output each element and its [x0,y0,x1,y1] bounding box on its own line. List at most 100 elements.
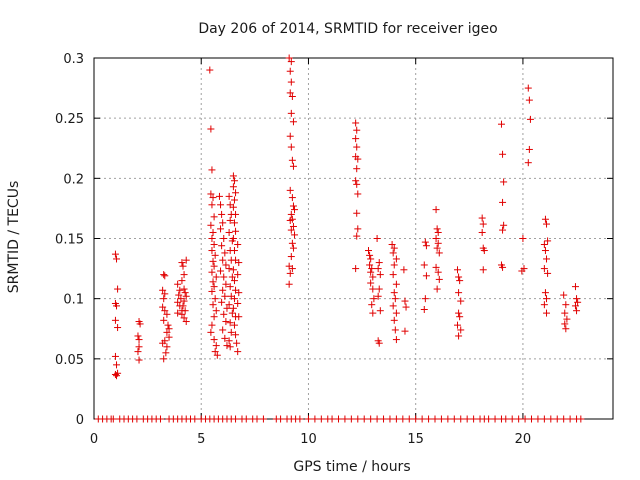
data-point [232,415,240,423]
data-point [229,183,237,191]
data-point [235,259,243,267]
y-tick-label: 0 [76,413,84,428]
y-tick-label: 0.2 [63,172,84,187]
x-tick-label: 10 [300,432,317,447]
data-point [374,292,382,300]
data-point [392,415,400,423]
data-point [499,263,507,271]
data-point [499,198,507,206]
y-tick-label: 0.05 [55,353,84,368]
data-point [367,415,375,423]
data-point [544,269,552,277]
data-point [519,235,527,242]
data-point [286,67,294,75]
data-point [174,280,182,288]
data-point [210,313,218,321]
data-point [159,286,167,294]
data-point [289,162,297,170]
data-point [334,415,342,423]
data-point [291,231,299,239]
data-point [543,309,551,317]
data-point [163,310,171,318]
data-point [365,247,373,255]
data-point [114,369,122,377]
ticks: 0 0.05 0.1 0.15 0.2 0.25 0.3 0 5 10 15 20 [55,52,613,447]
data-point [180,285,188,293]
data-point [207,328,215,336]
data-point [420,261,428,269]
data-point [287,143,295,151]
data-point [181,289,189,297]
data-point [317,415,325,423]
data-point [373,415,381,423]
data-point [454,321,462,329]
data-point [376,307,384,315]
data-point [230,321,238,329]
data-point [222,280,230,288]
data-point [176,286,184,294]
data-point [485,415,493,423]
data-point [182,292,190,300]
data-point [113,302,121,310]
data-point [389,302,397,310]
data-point [566,415,574,423]
data-point [400,266,408,274]
data-point [225,301,233,309]
data-point [208,166,216,174]
data-point [560,415,568,423]
data-point [135,336,143,344]
x-tick-label: 20 [515,432,532,447]
data-point [561,309,569,317]
data-point [220,310,228,318]
data-point [221,292,229,300]
data-point [180,314,188,322]
data-point [223,342,231,350]
data-point [454,266,462,274]
data-point [223,304,231,312]
data-point [508,415,516,423]
data-point [211,295,219,303]
data-point [113,361,121,369]
data-point [285,54,293,62]
grid-lines [94,58,613,419]
data-point [368,301,376,309]
data-point [541,289,549,297]
y-tick-label: 0.3 [63,52,84,67]
data-point [386,415,394,423]
data-point [347,415,355,423]
data-point [134,332,142,340]
data-point [367,255,375,263]
data-point [178,277,186,285]
data-point [111,250,119,258]
data-point [287,226,295,234]
data-point [259,415,267,423]
data-point [207,190,215,198]
data-point [235,289,243,297]
data-point [160,355,168,363]
data-point [218,210,226,218]
data-point [573,307,581,315]
data-point [353,232,361,240]
data-point [288,194,296,202]
data-point [229,203,237,211]
data-point [211,348,219,356]
data-point [225,265,233,273]
data-point [373,235,381,242]
data-point [133,415,141,423]
data-point [225,228,233,236]
y-tick-label: 0.1 [63,293,84,308]
y-tick-label: 0.15 [55,233,84,248]
data-point [432,263,440,271]
data-point [215,192,223,200]
data-point [392,255,400,263]
data-point [209,228,217,236]
data-point [277,415,285,423]
data-point [534,415,542,423]
data-point [480,247,488,255]
data-point [161,290,169,298]
data-point [232,331,240,339]
data-point [573,295,581,303]
data-point [463,415,471,423]
data-point [401,327,409,335]
data-point [160,295,168,303]
